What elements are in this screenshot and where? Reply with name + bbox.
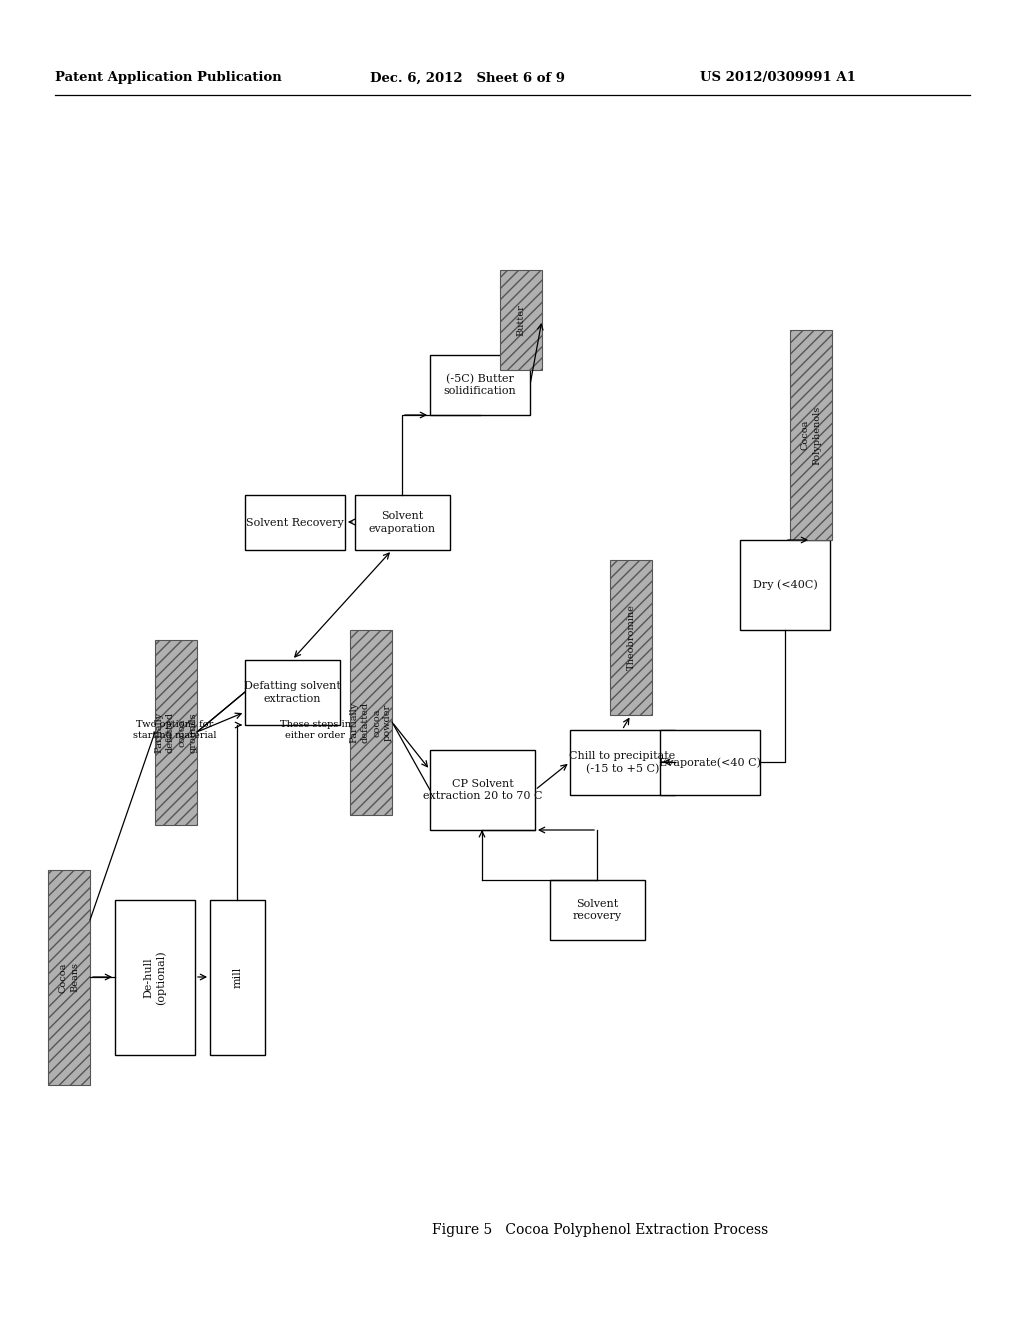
Text: mill: mill	[232, 966, 243, 989]
Bar	[115, 900, 195, 1055]
Bar	[570, 730, 675, 795]
Bar	[430, 750, 535, 830]
Text: Partially
defatted
cocoa
grounds: Partially defatted cocoa grounds	[155, 711, 198, 754]
Text: Butter: Butter	[516, 304, 525, 335]
Bar	[355, 495, 450, 550]
Bar	[245, 495, 345, 550]
Text: Solvent Recovery: Solvent Recovery	[246, 517, 344, 528]
Bar	[740, 540, 830, 630]
Text: Solvent
recovery: Solvent recovery	[573, 899, 622, 921]
Text: Two options for
starting material: Two options for starting material	[133, 721, 217, 739]
Text: Partially
defatted
cocoa
powder: Partially defatted cocoa powder	[350, 702, 392, 743]
Text: Dry (<40C): Dry (<40C)	[753, 579, 817, 590]
Text: Cocoa
Beans: Cocoa Beans	[59, 962, 79, 993]
Bar	[155, 640, 197, 825]
Text: (-5C) Butter
solidification: (-5C) Butter solidification	[443, 374, 516, 396]
Bar	[660, 730, 760, 795]
Bar	[790, 330, 831, 540]
Bar	[350, 630, 392, 814]
Text: Solvent
evaporation: Solvent evaporation	[369, 511, 436, 533]
Text: Defatting solvent
extraction: Defatting solvent extraction	[244, 681, 341, 704]
Text: De-hull
(optional): De-hull (optional)	[143, 950, 167, 1005]
Text: Dec. 6, 2012   Sheet 6 of 9: Dec. 6, 2012 Sheet 6 of 9	[370, 71, 565, 84]
Text: Evaporate(<40 C): Evaporate(<40 C)	[659, 758, 761, 768]
Text: Chill to precipitate
(-15 to +5 C): Chill to precipitate (-15 to +5 C)	[569, 751, 676, 774]
Bar	[245, 660, 340, 725]
Text: Figure 5   Cocoa Polyphenol Extraction Process: Figure 5 Cocoa Polyphenol Extraction Pro…	[432, 1224, 768, 1237]
Text: US 2012/0309991 A1: US 2012/0309991 A1	[700, 71, 856, 84]
Bar	[610, 560, 652, 715]
Bar	[500, 271, 542, 370]
Text: Patent Application Publication: Patent Application Publication	[55, 71, 282, 84]
Text: Theobromine: Theobromine	[627, 605, 636, 671]
Text: CP Solvent
extraction 20 to 70 C: CP Solvent extraction 20 to 70 C	[423, 779, 543, 801]
Text: These steps in
either order: These steps in either order	[280, 721, 350, 739]
Bar	[550, 880, 645, 940]
Text: Cocoa
Polyphenols: Cocoa Polyphenols	[801, 405, 821, 465]
Bar	[210, 900, 265, 1055]
Bar	[48, 870, 90, 1085]
Bar	[430, 355, 530, 414]
